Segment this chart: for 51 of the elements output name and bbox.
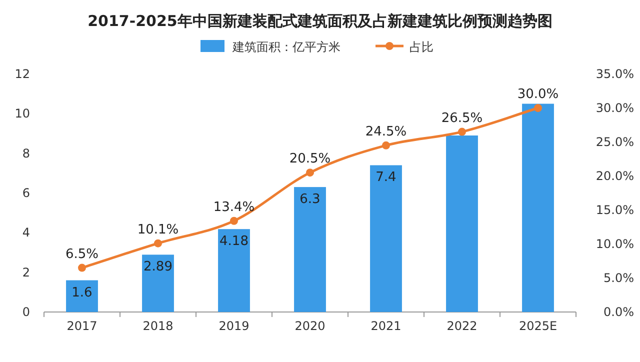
y-tick-label: 2 xyxy=(22,265,30,280)
y2-tick-label: 20.0% xyxy=(596,169,634,183)
point xyxy=(534,104,542,112)
data-label: 7.4 xyxy=(376,170,396,186)
y2-tick-label: 30.0% xyxy=(596,101,634,115)
y-tick-label: 12 xyxy=(14,67,30,81)
y-tick-label: 8 xyxy=(22,146,30,160)
data-label: 20.5% xyxy=(289,152,331,167)
point xyxy=(230,216,238,225)
point xyxy=(306,168,314,177)
bar xyxy=(446,135,478,312)
x-tick-label: 2021 xyxy=(370,319,402,333)
data-label: 26.5% xyxy=(441,110,483,126)
chart-title: 2017-2025年中国新建装配式建筑面积及占新建建筑比例预测趋势图 xyxy=(88,12,552,30)
x-tick-label: 2020 xyxy=(294,319,326,333)
x-tick-label: 2025E xyxy=(518,319,558,333)
y-tick-label: 4 xyxy=(22,226,30,240)
bar xyxy=(218,229,250,312)
bar xyxy=(522,104,554,312)
data-label: 13.4% xyxy=(213,200,255,215)
bar xyxy=(142,254,174,312)
point xyxy=(154,239,162,248)
y2-tick-label: 0.0% xyxy=(604,305,634,319)
x-tick-label: 2017 xyxy=(66,319,98,333)
x-tick-label: 2022 xyxy=(446,319,478,333)
point xyxy=(458,128,466,136)
data-label: 1.6 xyxy=(72,285,92,300)
bar xyxy=(294,187,326,312)
data-label: 6.5% xyxy=(65,246,99,262)
bar xyxy=(370,165,402,312)
data-label: 6.3 xyxy=(300,192,320,208)
data-label: 10.1% xyxy=(137,222,179,238)
y-tick-label: 6 xyxy=(22,186,30,200)
y2-tick-label: 10.0% xyxy=(596,237,634,251)
y2-tick-label: 15.0% xyxy=(596,203,634,217)
y2-tick-label: 35.0% xyxy=(596,67,634,81)
point xyxy=(382,141,390,150)
y2-tick-label: 25.0% xyxy=(596,135,634,149)
data-label: 30.0% xyxy=(517,87,559,102)
legend-label: 建筑面积：亿平方米 xyxy=(232,40,340,54)
x-tick-label: 2019 xyxy=(218,319,250,333)
y-tick-label: 10 xyxy=(14,106,30,121)
y2-tick-label: 5.0% xyxy=(604,271,634,285)
data-label: 4.18 xyxy=(220,234,248,250)
data-label: 24.5% xyxy=(365,124,407,140)
bar xyxy=(66,280,98,312)
legend-label: 占比 xyxy=(410,40,434,54)
y-tick-label: 0 xyxy=(22,305,30,319)
data-label: 2.89 xyxy=(144,260,172,275)
point xyxy=(78,264,86,272)
x-tick-label: 2018 xyxy=(142,319,174,333)
